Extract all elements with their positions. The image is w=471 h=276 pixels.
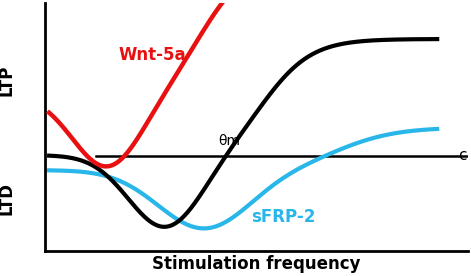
Text: LTD: LTD xyxy=(0,182,16,215)
X-axis label: Stimulation frequency: Stimulation frequency xyxy=(153,255,361,273)
Text: LTP: LTP xyxy=(0,64,16,95)
Text: sFRP-2: sFRP-2 xyxy=(251,208,315,226)
Text: θm: θm xyxy=(218,134,240,148)
Text: Wnt-5a: Wnt-5a xyxy=(119,46,187,64)
Text: c: c xyxy=(458,148,467,163)
